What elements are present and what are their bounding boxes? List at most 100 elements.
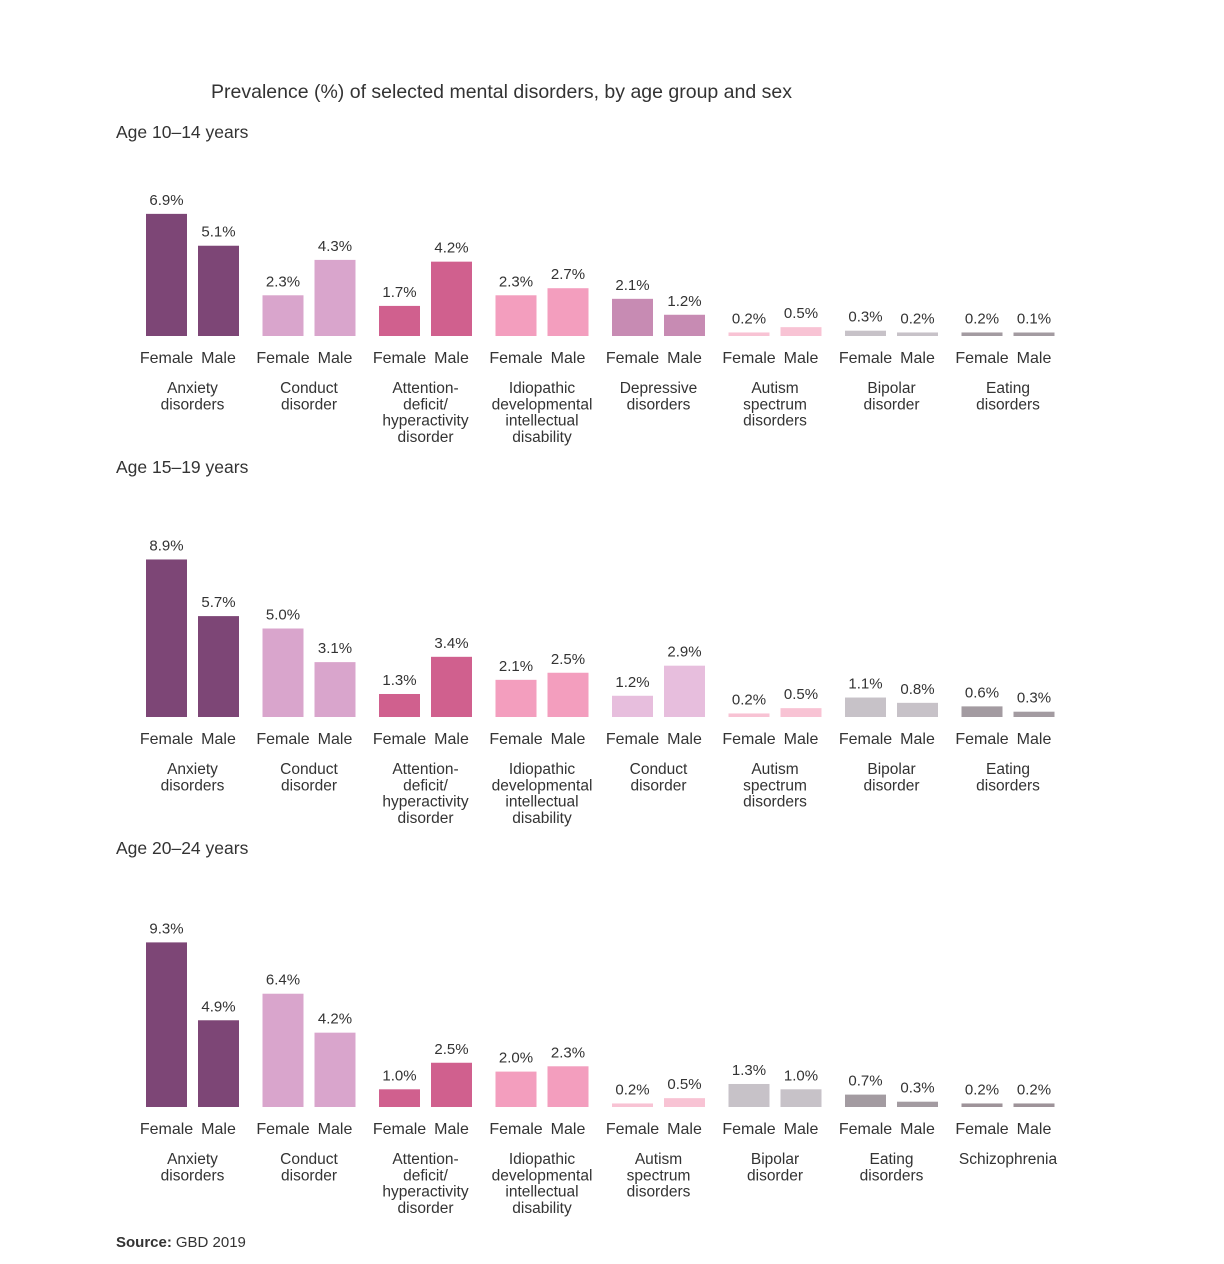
male-bar — [780, 1089, 822, 1107]
female-tick-label: Female — [256, 350, 309, 367]
male-tick-label: Male — [551, 1121, 586, 1138]
female-tick-label: Female — [839, 731, 892, 748]
category-label: Bipolar — [751, 1151, 799, 1168]
female-tick-label: Female — [955, 1121, 1008, 1138]
male-value-label: 2.5% — [551, 651, 585, 668]
female-bar — [495, 295, 537, 336]
male-value-label: 0.2% — [1017, 1081, 1051, 1098]
category-label: Eating — [870, 1151, 914, 1168]
male-tick-label: Male — [667, 350, 702, 367]
category-label: Attention- — [392, 761, 458, 778]
bar-group: 2.1% Female 2.5% Male Idiopathicdevelopmenta… — [489, 651, 592, 827]
female-bar — [845, 330, 886, 336]
category-label: disability — [512, 429, 572, 446]
male-bar — [897, 1101, 938, 1107]
category-label: intellectual — [505, 413, 578, 430]
male-tick-label: Male — [551, 350, 586, 367]
chart-title: Prevalence (%) of selected mental disord… — [211, 81, 792, 103]
female-tick-label: Female — [373, 350, 426, 367]
category-label: disability — [512, 810, 572, 827]
female-value-label: 2.1% — [615, 277, 649, 294]
male-tick-label: Male — [784, 1121, 819, 1138]
male-bar — [1013, 332, 1055, 336]
female-tick-label: Female — [955, 731, 1008, 748]
category-label: spectrum — [627, 1167, 691, 1184]
bar-group: 0.2% Female 0.5% Male Autismspectrumdisorder… — [722, 686, 822, 811]
category-label: Conduct — [280, 761, 338, 778]
female-value-label: 2.3% — [266, 273, 300, 290]
female-tick-label: Female — [256, 731, 309, 748]
male-value-label: 4.3% — [318, 238, 352, 255]
category-label: Idiopathic — [509, 1151, 576, 1168]
bar-group: 2.0% Female 2.3% Male Idiopathicdevelopmenta… — [489, 1044, 592, 1217]
male-value-label: 2.5% — [434, 1041, 468, 1058]
male-value-label: 0.3% — [1017, 690, 1051, 707]
category-label: disorders — [161, 777, 225, 794]
male-bar — [547, 672, 589, 717]
category-label: deficit/ — [403, 777, 448, 794]
male-tick-label: Male — [318, 731, 353, 748]
female-bar — [495, 679, 537, 717]
category-label: Eating — [986, 380, 1030, 397]
female-tick-label: Female — [606, 731, 659, 748]
male-bar — [1013, 1103, 1055, 1107]
source-text: GBD 2019 — [176, 1234, 246, 1251]
female-bar — [728, 1083, 770, 1107]
bar-group: 0.2% Female 0.5% Male Autismspectrumdisorder… — [722, 305, 822, 430]
category-label: spectrum — [743, 396, 807, 413]
female-value-label: 2.0% — [499, 1050, 533, 1067]
male-bar — [897, 702, 938, 717]
category-label: Conduct — [280, 380, 338, 397]
category-label: disorders — [860, 1167, 924, 1184]
female-value-label: 1.7% — [382, 284, 416, 301]
category-label: disorders — [627, 396, 691, 413]
male-tick-label: Male — [900, 350, 935, 367]
male-tick-label: Male — [667, 731, 702, 748]
female-value-label: 0.3% — [848, 309, 882, 326]
male-bar — [314, 662, 356, 717]
category-label: disorders — [976, 396, 1040, 413]
male-bar — [198, 245, 239, 336]
category-label: Attention- — [392, 380, 458, 397]
category-label: disorder — [864, 777, 920, 794]
male-value-label: 2.9% — [667, 644, 701, 661]
male-value-label: 0.5% — [784, 686, 818, 703]
male-tick-label: Male — [784, 350, 819, 367]
male-bar — [664, 665, 705, 717]
female-bar — [146, 559, 187, 717]
male-tick-label: Male — [1017, 1121, 1052, 1138]
female-value-label: 1.0% — [382, 1067, 416, 1084]
panel-2: Age 15–19 years 8.9% Female 5.7% Male Anxiety… — [116, 457, 1055, 827]
category-label: disorders — [627, 1184, 691, 1201]
female-bar — [262, 295, 304, 336]
female-value-label: 0.2% — [732, 691, 766, 708]
category-label: Autism — [751, 380, 798, 397]
female-tick-label: Female — [373, 1121, 426, 1138]
category-label: disorders — [976, 777, 1040, 794]
female-value-label: 9.3% — [149, 920, 183, 937]
chart-panels: Age 10–14 years 6.9% Female 5.1% Male Anxiety… — [116, 122, 1057, 1217]
category-label: Bipolar — [867, 761, 915, 778]
category-label: developmental — [492, 1167, 593, 1184]
category-label: disorder — [398, 810, 454, 827]
female-bar — [612, 298, 653, 336]
male-tick-label: Male — [551, 731, 586, 748]
male-value-label: 1.2% — [667, 293, 701, 310]
female-value-label: 2.1% — [499, 658, 533, 675]
female-bar — [845, 697, 886, 717]
category-label: disorder — [281, 1167, 337, 1184]
category-label: disorder — [864, 396, 920, 413]
male-bar — [431, 656, 472, 717]
male-value-label: 5.7% — [201, 594, 235, 611]
female-tick-label: Female — [955, 350, 1008, 367]
female-tick-label: Female — [722, 731, 775, 748]
female-bar — [961, 332, 1003, 336]
panel-1: Age 10–14 years 6.9% Female 5.1% Male Anxiety… — [116, 122, 1055, 446]
female-value-label: 0.7% — [848, 1073, 882, 1090]
male-value-label: 0.5% — [784, 305, 818, 322]
female-bar — [612, 695, 653, 717]
